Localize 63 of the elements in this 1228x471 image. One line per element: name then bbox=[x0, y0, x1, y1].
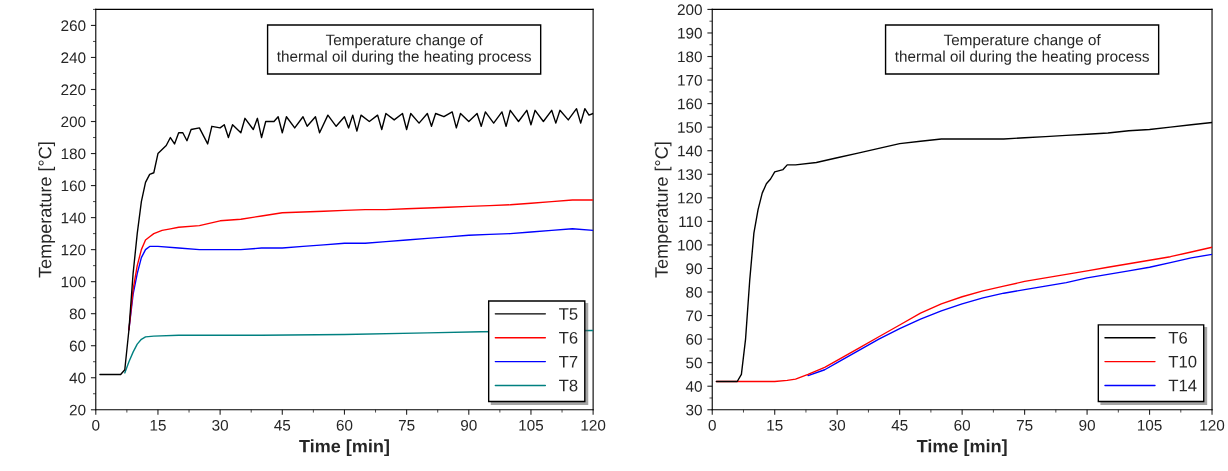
y-tick-label: 200 bbox=[61, 116, 86, 128]
y-tick-label: 80 bbox=[69, 308, 86, 320]
legend-label: T6 bbox=[1168, 331, 1188, 344]
y-tick-label: 140 bbox=[678, 145, 702, 157]
y-tick-label: 160 bbox=[61, 180, 86, 192]
x-tick-label: 90 bbox=[461, 419, 477, 431]
y-tick-label: 60 bbox=[69, 340, 86, 352]
y-tick-label: 120 bbox=[61, 244, 86, 256]
y-tick-label: 170 bbox=[678, 74, 702, 86]
y-tick-label: 240 bbox=[61, 52, 86, 64]
y-tick-label: 100 bbox=[678, 239, 702, 251]
text: Temperature change of thermal oil during the heating process bbox=[276, 34, 531, 65]
legend-label: T7 bbox=[559, 355, 578, 368]
text: Temperature change of thermal oil during the heating process bbox=[894, 34, 1149, 65]
y-tick-label: 40 bbox=[69, 372, 86, 384]
legend-label: T14 bbox=[1168, 379, 1197, 392]
legend-label: T10 bbox=[1168, 355, 1197, 368]
y-tick-label: 50 bbox=[686, 357, 702, 369]
x-tick-label: 75 bbox=[398, 420, 415, 431]
x-tick-label: 15 bbox=[767, 420, 783, 431]
x-tick-label: 60 bbox=[954, 419, 971, 431]
y-tick-label: 100 bbox=[61, 276, 86, 288]
x-tick-label: 105 bbox=[519, 419, 544, 431]
y-tick-label: 180 bbox=[678, 51, 702, 63]
y-tick-label: 120 bbox=[678, 192, 702, 204]
y-tick-label: 220 bbox=[61, 84, 86, 96]
y-tick-label: 140 bbox=[61, 212, 86, 224]
y-tick-label: 70 bbox=[686, 310, 702, 322]
x-tick-label: 0 bbox=[708, 419, 716, 431]
y-tick-label: 190 bbox=[678, 27, 702, 39]
x-tick-label: 45 bbox=[891, 420, 908, 431]
y-tick-label: 40 bbox=[685, 381, 702, 392]
y-axis-title: Temperature [°C] bbox=[654, 142, 672, 278]
x-axis-title: Time [min] bbox=[916, 439, 1007, 457]
x-tick-label: 120 bbox=[581, 419, 606, 431]
legend-label: T8 bbox=[559, 379, 578, 392]
y-tick-label: 150 bbox=[678, 122, 702, 133]
y-tick-label: 160 bbox=[678, 98, 702, 110]
legend-label: T6 bbox=[559, 331, 578, 344]
y-axis-title: Temperature [°C] bbox=[38, 142, 56, 278]
y-tick-label: 90 bbox=[686, 263, 702, 275]
y-tick-label: 80 bbox=[686, 286, 702, 298]
x-tick-label: 105 bbox=[1137, 419, 1162, 431]
y-tick-label: 30 bbox=[686, 404, 702, 416]
x-tick-label: 30 bbox=[829, 419, 846, 431]
legend-label: T5 bbox=[559, 308, 578, 320]
y-tick-label: 110 bbox=[679, 216, 702, 228]
x-tick-label: 120 bbox=[1200, 419, 1225, 431]
y-tick-label: 20 bbox=[69, 404, 86, 416]
x-axis-title: Time [min] bbox=[299, 439, 389, 457]
x-tick-label: 90 bbox=[1079, 419, 1095, 431]
x-tick-label: 30 bbox=[212, 419, 229, 431]
y-tick-label: 260 bbox=[61, 20, 86, 32]
y-tick-label: 180 bbox=[61, 148, 86, 160]
y-tick-label: 200 bbox=[677, 4, 702, 16]
x-tick-label: 45 bbox=[274, 420, 291, 431]
line-series bbox=[807, 253, 1213, 377]
x-tick-label: 0 bbox=[92, 419, 100, 431]
x-tick-label: 60 bbox=[336, 419, 353, 431]
y-tick-label: 130 bbox=[678, 169, 702, 180]
x-tick-label: 15 bbox=[150, 420, 166, 431]
x-tick-label: 75 bbox=[1016, 420, 1033, 431]
y-tick-label: 60 bbox=[686, 333, 702, 345]
